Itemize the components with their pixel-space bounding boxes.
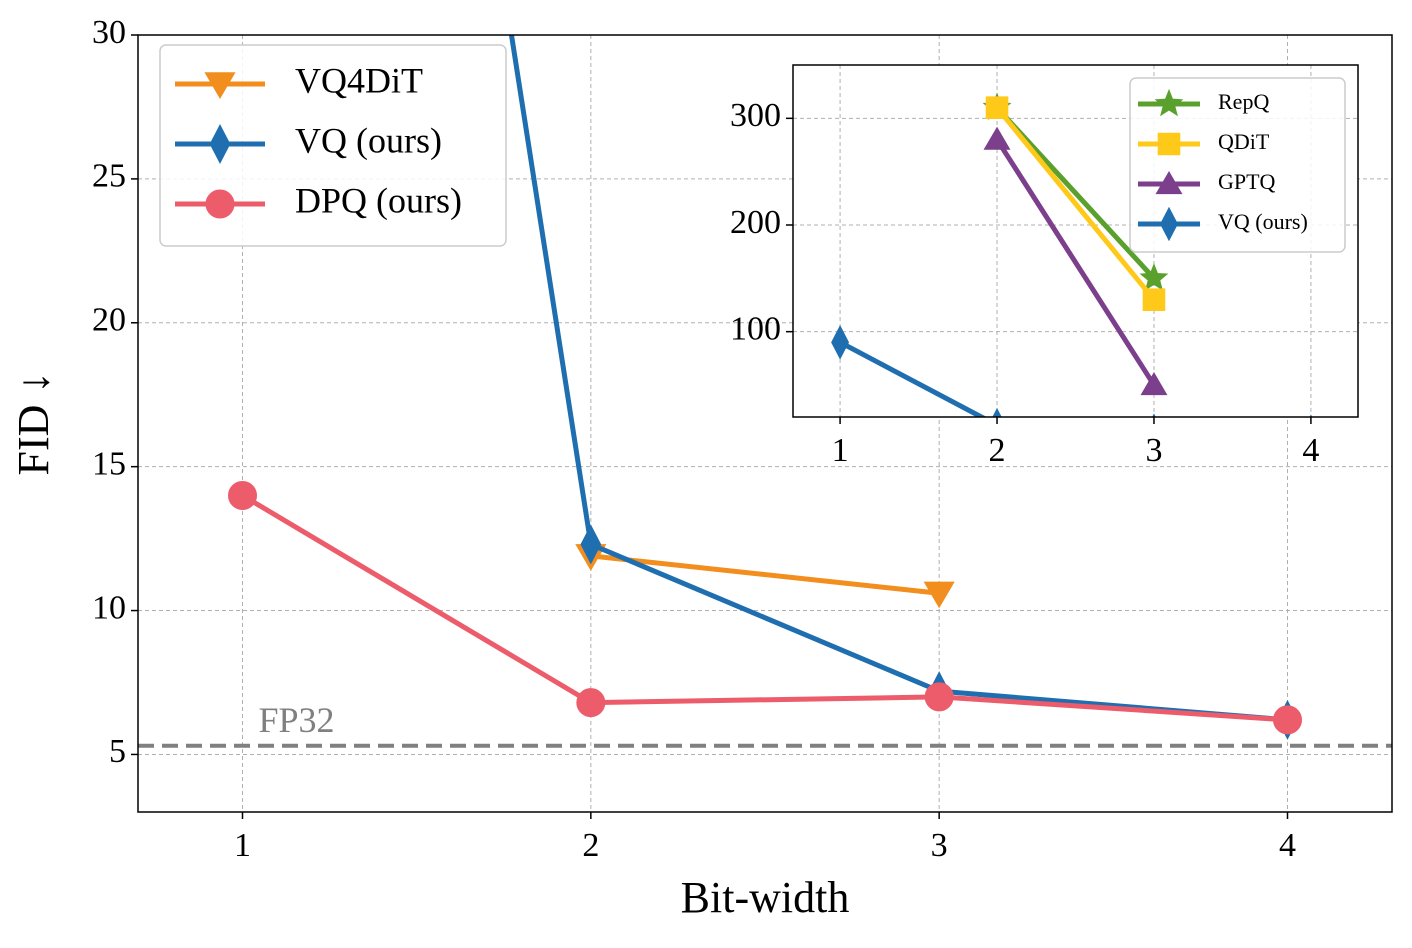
y-tick-label: 30 [92,14,126,51]
x-tick-label: 4 [1302,432,1319,469]
y-axis-label: FID ↓ [9,372,58,476]
annotation: FP32 [259,700,335,740]
marker [580,524,602,565]
marker [205,189,235,219]
x-tick-label: 3 [1145,432,1162,469]
x-tick-label: 1 [832,432,849,469]
x-tick-label: 2 [989,432,1006,469]
marker [1154,88,1184,117]
marker [1160,206,1178,242]
x-tick-label: 4 [1279,827,1296,864]
plot-frame [137,34,1393,813]
marker [1140,372,1168,396]
marker [1157,132,1181,156]
series-line [838,340,987,417]
plot-frame [792,64,1359,418]
legend-label: RepQ [1218,89,1269,114]
marker [831,325,850,360]
marker [1155,171,1183,195]
x-tick-label: 1 [234,827,251,864]
x-axis-label: Bit-width [681,873,850,922]
x-tick-label: 2 [582,827,599,864]
marker [1142,288,1166,311]
legend-label: VQ (ours) [295,120,442,160]
marker [1273,705,1302,735]
legend-box [159,44,507,247]
series-line [508,35,1288,723]
y-tick-label: 100 [730,310,781,347]
marker [983,126,1011,150]
marker [209,124,231,164]
y-tick-label: 5 [109,733,126,770]
marker [228,480,257,510]
series-line [241,493,1288,723]
y-tick-label: 200 [730,204,781,241]
legend-label: VQ (ours) [1218,209,1308,234]
y-tick-label: 300 [730,97,781,134]
marker [923,581,955,609]
marker [992,407,1002,417]
marker [924,682,954,712]
y-tick-label: 15 [92,445,126,482]
marker [204,72,236,99]
x-tick-label: 3 [931,827,948,864]
series-line [590,553,940,596]
legend-label: QDiT [1218,129,1270,154]
legend: VQ4DiT VQ (ours) DPQ (ours) [159,44,507,247]
legend-label: GPTQ [1218,169,1276,194]
marker [985,96,1009,119]
legend-label: VQ4DiT [295,60,423,100]
y-tick-label: 25 [92,158,126,195]
marker [1139,263,1169,291]
series-layer [831,92,1313,417]
legend: RepQ QDiT GPTQ VQ (ours) [1129,77,1346,253]
plot: 1 2 3 4 100 200 300 RepQ QDiT GPTQ VQ (ours) [730,64,1359,469]
legend-label: DPQ (ours) [295,180,462,220]
series-line [994,138,1157,387]
legend-box [1129,77,1346,253]
y-tick-label: 10 [92,589,126,626]
marker [576,688,606,718]
series-line [995,106,1156,302]
series-layer [228,35,1302,740]
y-tick-label: 20 [92,302,126,339]
